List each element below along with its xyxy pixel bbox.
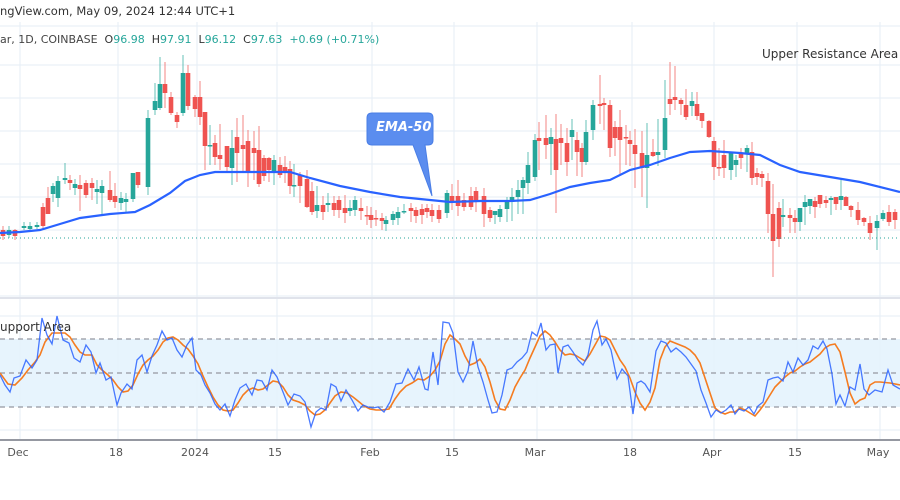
change-value: +0.69 (+0.71%): [289, 33, 380, 46]
time-axis-label: 15: [445, 446, 459, 459]
time-axis-label: 18: [109, 446, 123, 459]
bottom-margin: [0, 470, 900, 500]
stochastic-k-line: [0, 315, 900, 430]
upper-resistance-label: Upper Resistance Area: [762, 47, 899, 61]
time-axis-label: 15: [268, 446, 282, 459]
symbol-info: ar, 1D, COINBASE: [0, 33, 98, 46]
time-axis-label: Feb: [360, 446, 380, 459]
open-value: 96.98: [113, 33, 145, 46]
open-label: O: [104, 33, 114, 46]
time-axis-label: 15: [788, 446, 802, 459]
ema-50-callout-label: EMA-50: [376, 120, 432, 135]
attribution-text: ngView.com, May 09, 2024 12:44 UTC+1: [0, 4, 236, 18]
time-axis-label: May: [866, 446, 890, 459]
close-label: C: [243, 33, 251, 46]
low-label: L: [198, 33, 205, 46]
low-value: 96.12: [204, 33, 237, 46]
candlestick-series: [0, 55, 898, 277]
chart-attribution: ngView.com, May 09, 2024 12:44 UTC+1: [0, 4, 235, 18]
stochastic-d-line: [0, 329, 900, 418]
close-value: 97.63: [250, 33, 283, 46]
time-axis-label: 2024: [181, 446, 209, 459]
chart-canvas[interactable]: [0, 0, 900, 470]
high-label: H: [151, 33, 160, 46]
time-axis-label: Dec: [7, 446, 29, 459]
time-axis-label: Apr: [702, 446, 722, 459]
ema-50-callout: [366, 112, 434, 197]
ema-50-line: [0, 149, 900, 235]
time-axis-label: Mar: [524, 446, 546, 459]
high-value: 97.91: [160, 33, 192, 46]
time-axis-label: 18: [623, 446, 637, 459]
support-area-label: upport Area: [0, 320, 72, 334]
ohlc-legend: ar, 1D, COINBASE O96.98 H97.91 L96.12 C9…: [0, 33, 379, 46]
